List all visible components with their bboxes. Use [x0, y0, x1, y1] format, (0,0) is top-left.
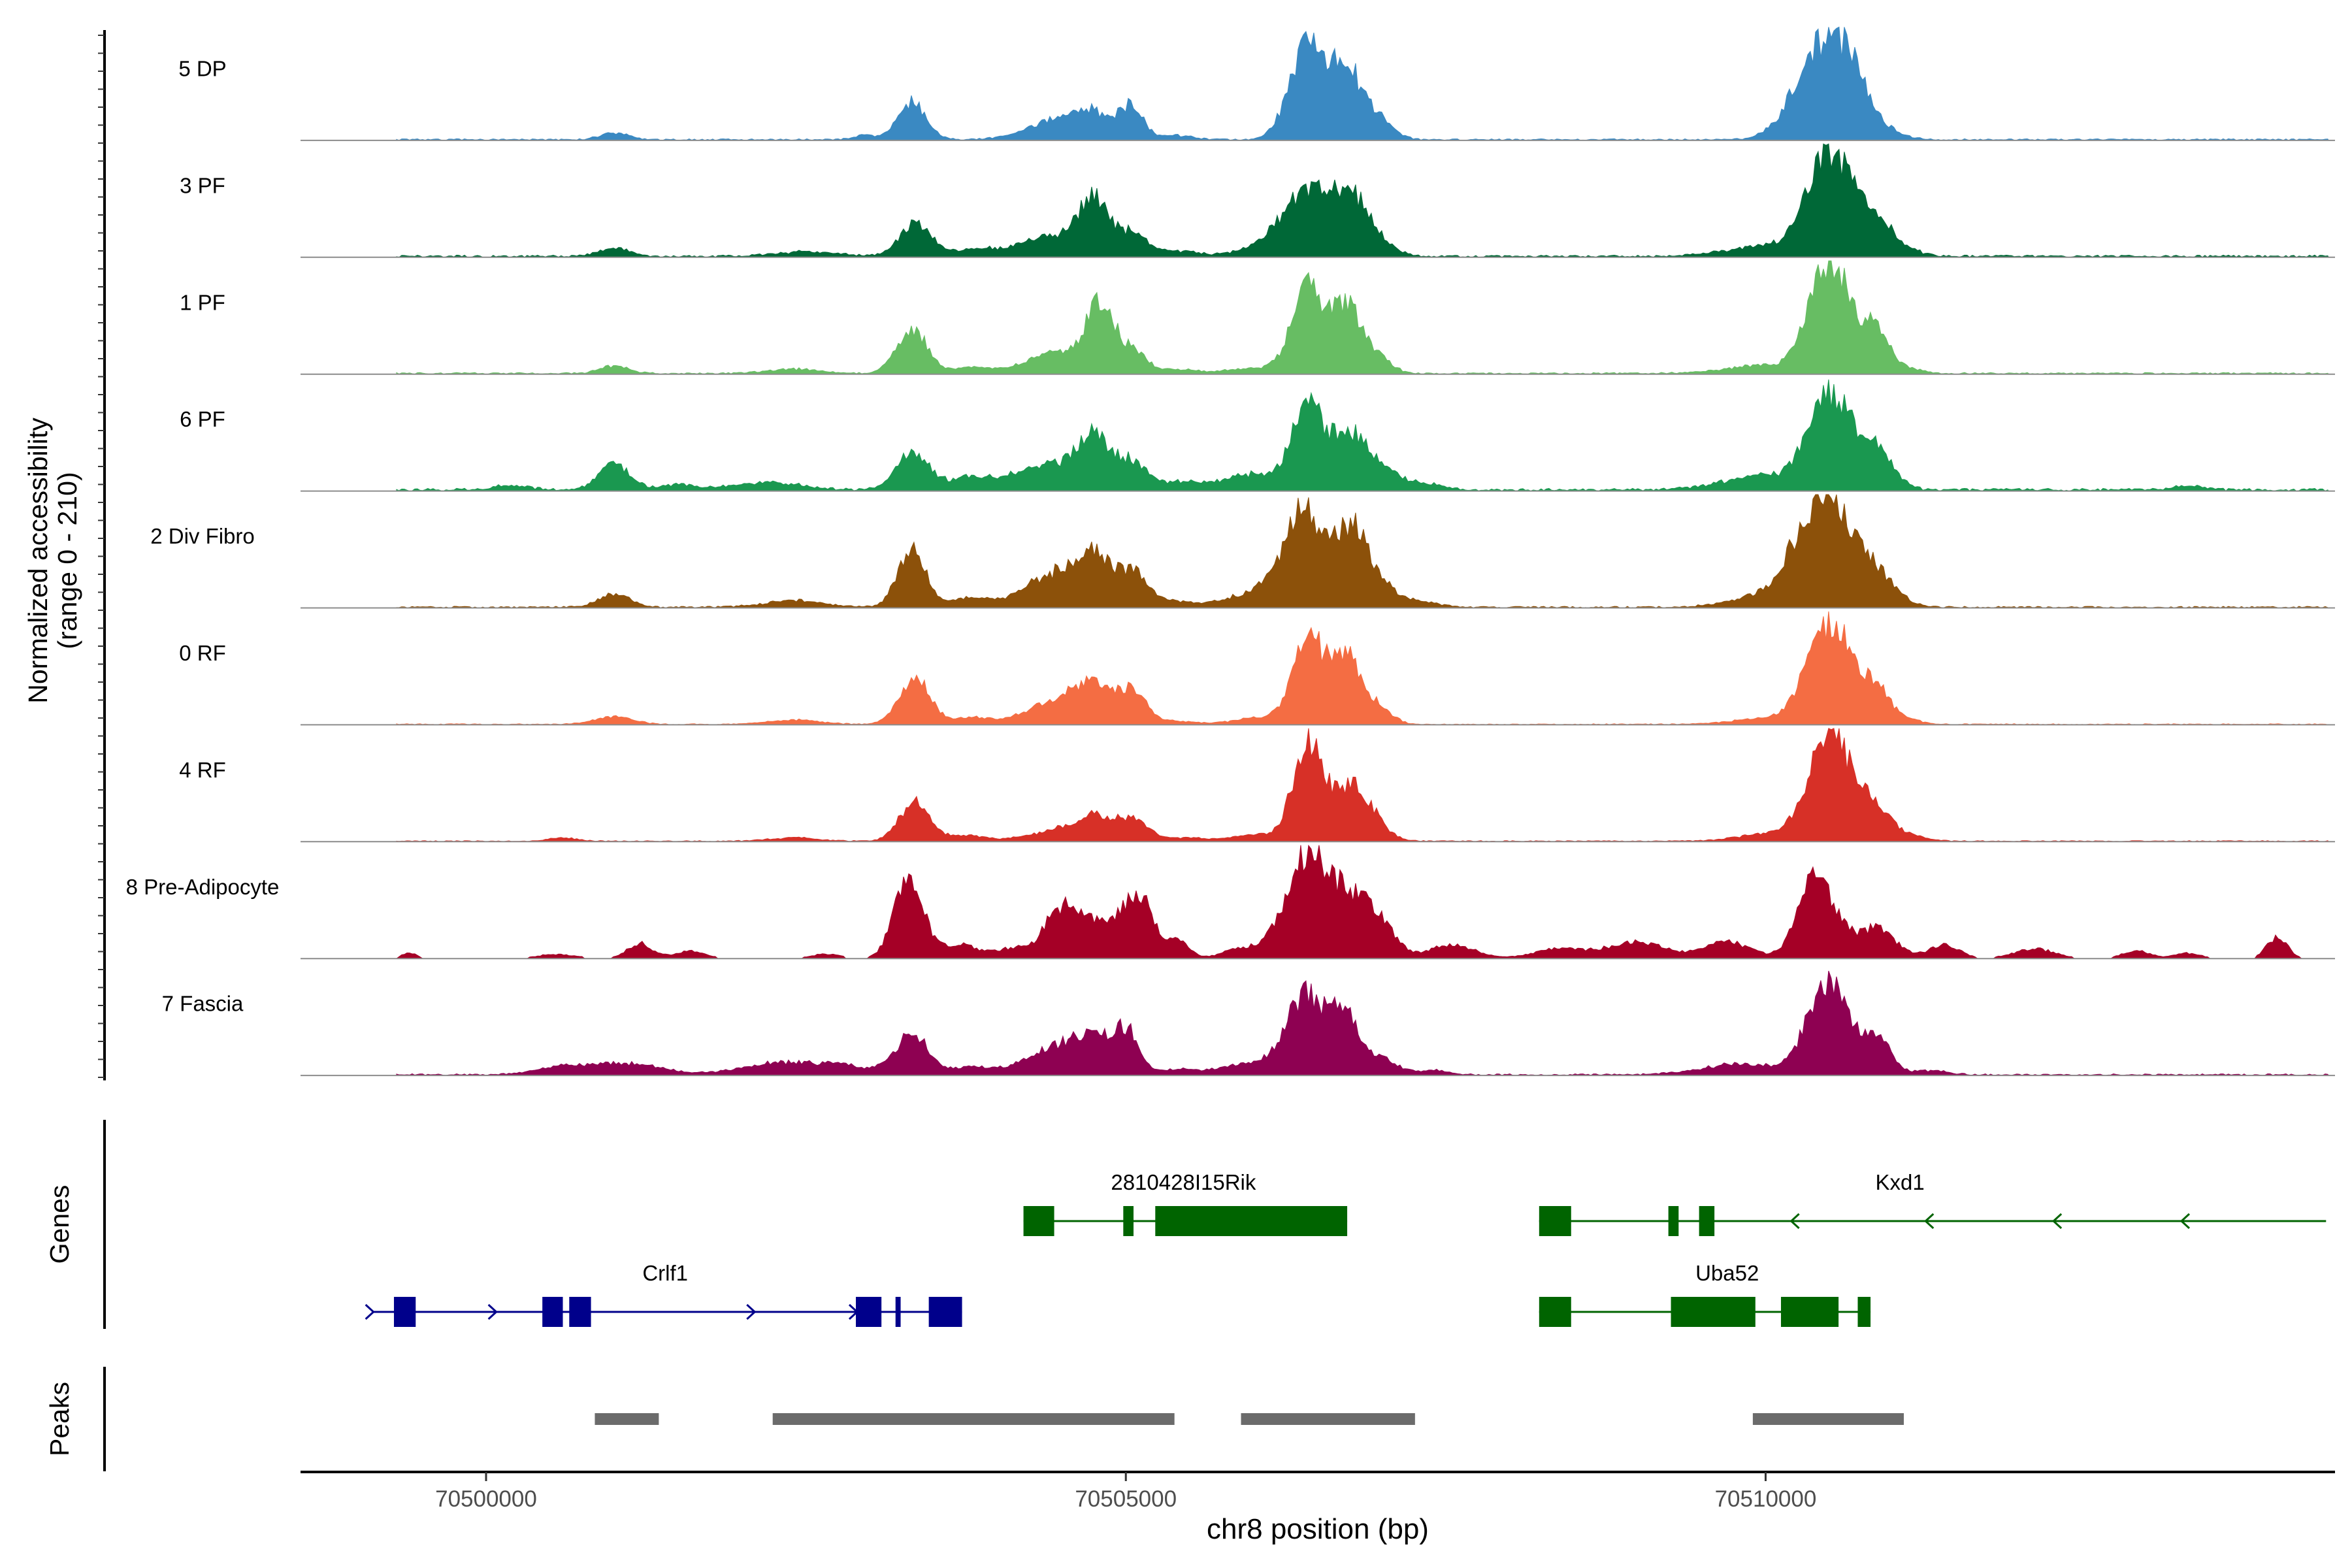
- track-8-pre-adipocyte: 8 Pre-Adipocyte: [126, 844, 2335, 960]
- peaks-track: [595, 1413, 1904, 1425]
- coverage-area-0-rf: [396, 611, 2329, 725]
- x-axis-title: chr8 position (bp): [1207, 1513, 1429, 1545]
- track-label-5-dp: 5 DP: [178, 57, 226, 81]
- peak-bar: [595, 1413, 659, 1425]
- track-3-pf: 3 PF: [180, 143, 2335, 258]
- track-label-3-pf: 3 PF: [180, 173, 225, 197]
- track-4-rf: 4 RF: [179, 728, 2335, 843]
- gene-exon: [1780, 1297, 1839, 1327]
- gene-label-kxd1: Kxd1: [1876, 1170, 1925, 1194]
- gene-exon: [1539, 1297, 1571, 1327]
- gene-2810428i15rik: 2810428I15Rik: [1023, 1170, 1348, 1236]
- track-label-1-pf: 1 PF: [180, 290, 225, 314]
- strand-arrow: [2051, 1213, 2063, 1230]
- gene-kxd1: Kxd1: [1539, 1170, 2327, 1236]
- gene-exon: [855, 1297, 882, 1327]
- track-label-6-pf: 6 PF: [180, 407, 225, 431]
- track-2-div-fibro: 2 Div Fibro: [150, 494, 2335, 609]
- track-7-fascia: 7 Fascia: [162, 970, 2335, 1077]
- gene-exon: [1155, 1206, 1348, 1236]
- gene-exon: [393, 1297, 416, 1327]
- coverage-area-1-pf: [396, 260, 2330, 375]
- strand-arrow: [1924, 1213, 1935, 1230]
- strand-arrow: [746, 1303, 757, 1320]
- gene-exon: [542, 1297, 563, 1327]
- coverage-area-6-pf: [396, 379, 2330, 492]
- genes-track: Crlf1 2810428I15Rik Kxd1 Uba52: [365, 1170, 2327, 1327]
- genes-track-label: Genes: [44, 1185, 74, 1264]
- coverage-area-4-rf: [396, 728, 2330, 842]
- track-label-2-div-fibro: 2 Div Fibro: [150, 524, 255, 548]
- gene-exon: [928, 1297, 962, 1327]
- peak-bar: [1241, 1413, 1415, 1425]
- gene-exon: [569, 1297, 591, 1327]
- gene-exon: [895, 1297, 901, 1327]
- peak-bar: [772, 1413, 1175, 1425]
- track-1-pf: 1 PF: [180, 260, 2335, 375]
- strand-arrow: [365, 1303, 375, 1320]
- track-label-4-rf: 4 RF: [179, 758, 226, 782]
- gene-exon: [1123, 1206, 1134, 1236]
- strand-arrow: [1789, 1213, 1800, 1230]
- strand-arrow: [2180, 1213, 2190, 1230]
- y-axis-label-line1: Normalized accessibility: [23, 417, 53, 704]
- track-label-0-rf: 0 RF: [179, 641, 226, 665]
- gene-exon: [1023, 1206, 1054, 1236]
- gene-label-uba52: Uba52: [1695, 1261, 1759, 1285]
- coverage-area-5-dp: [396, 26, 2330, 141]
- coverage-y-axis: [98, 30, 106, 1081]
- gene-label-2810428i15rik: 2810428I15Rik: [1111, 1170, 1256, 1194]
- coverage-tracks: 5 DP 3 PF 1 PF 6 PF 2 Div Fibro 0 RF 4 RF 8 Pre…: [126, 26, 2335, 1077]
- gene-uba52: Uba52: [1539, 1261, 1871, 1327]
- coverage-area-8-pre-adipocyte: [395, 844, 2329, 959]
- x-tick-label: 70510000: [1715, 1486, 1817, 1512]
- track-label-7-fascia: 7 Fascia: [162, 992, 244, 1016]
- track-label-8-pre-adipocyte: 8 Pre-Adipocyte: [126, 875, 280, 899]
- gene-exon: [1671, 1297, 1756, 1327]
- coverage-area-3-pf: [396, 143, 2330, 258]
- strand-arrow: [487, 1303, 498, 1320]
- coverage-area-2-div-fibro: [396, 494, 2329, 609]
- gene-label-crlf1: Crlf1: [642, 1261, 688, 1285]
- x-axis-ticks: 70500000 70505000 70510000: [435, 1472, 1816, 1512]
- peaks-track-label: Peaks: [44, 1382, 74, 1456]
- track-0-rf: 0 RF: [179, 611, 2335, 726]
- gene-exon: [1857, 1297, 1871, 1327]
- track-5-dp: 5 DP: [178, 26, 2335, 141]
- track-6-pf: 6 PF: [180, 379, 2335, 492]
- x-tick-label: 70505000: [1075, 1486, 1177, 1512]
- gene-exon: [1699, 1206, 1715, 1236]
- y-axis-label-line2: (range 0 - 210): [52, 472, 82, 649]
- peak-bar: [1752, 1413, 1904, 1425]
- x-tick-label: 70500000: [435, 1486, 537, 1512]
- gene-exon: [1668, 1206, 1679, 1236]
- coverage-area-7-fascia: [396, 970, 2330, 1076]
- gene-crlf1: Crlf1: [365, 1261, 962, 1327]
- gene-exon: [1539, 1206, 1571, 1236]
